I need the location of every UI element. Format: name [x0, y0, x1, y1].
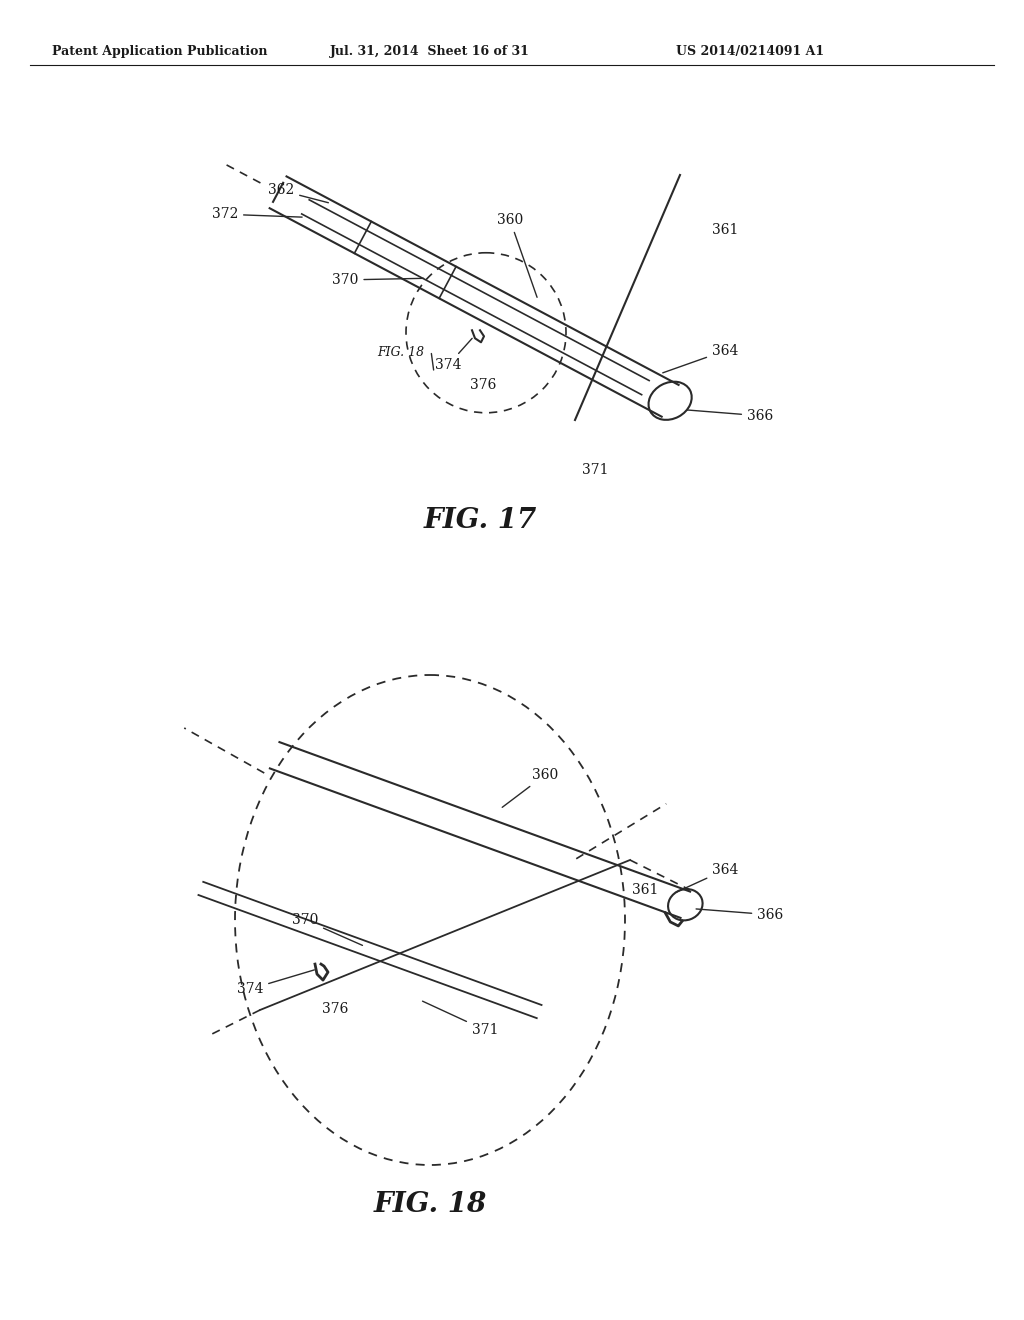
Text: Patent Application Publication: Patent Application Publication	[52, 45, 267, 58]
Text: 366: 366	[696, 908, 783, 921]
Text: Jul. 31, 2014  Sheet 16 of 31: Jul. 31, 2014 Sheet 16 of 31	[330, 45, 530, 58]
Text: FIG. 18: FIG. 18	[378, 346, 425, 359]
Text: 364: 364	[663, 343, 738, 372]
Text: 366: 366	[687, 409, 773, 422]
Text: 376: 376	[322, 1002, 348, 1016]
Text: US 2014/0214091 A1: US 2014/0214091 A1	[676, 45, 824, 58]
Text: 361: 361	[712, 223, 738, 238]
Text: 361: 361	[632, 883, 658, 898]
Text: 360: 360	[497, 213, 537, 297]
Text: 374: 374	[435, 338, 472, 372]
Text: FIG. 17: FIG. 17	[423, 507, 537, 533]
Text: 371: 371	[423, 1001, 499, 1038]
Text: 374: 374	[237, 970, 314, 997]
Text: 360: 360	[502, 768, 558, 808]
Text: FIG. 18: FIG. 18	[374, 1192, 486, 1218]
Text: 364: 364	[676, 863, 738, 892]
Text: 376: 376	[470, 379, 497, 392]
Text: 371: 371	[582, 463, 608, 477]
Text: 370: 370	[332, 273, 424, 286]
Text: 370: 370	[292, 913, 362, 945]
Text: 372: 372	[212, 207, 302, 222]
Text: 362: 362	[268, 183, 329, 203]
